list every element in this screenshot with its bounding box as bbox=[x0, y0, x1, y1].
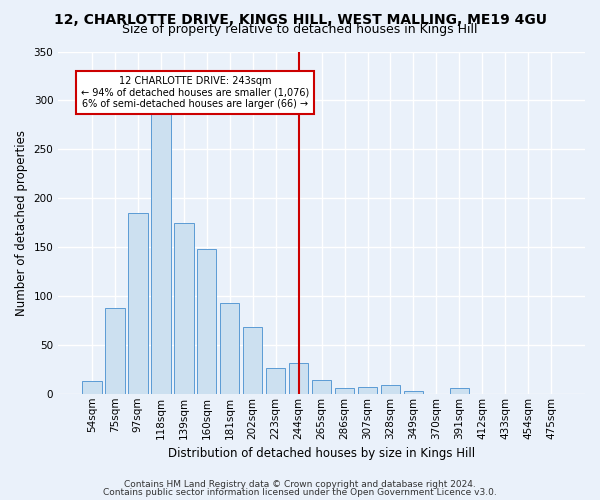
Bar bbox=[289, 364, 308, 394]
Text: 12, CHARLOTTE DRIVE, KINGS HILL, WEST MALLING, ME19 4GU: 12, CHARLOTTE DRIVE, KINGS HILL, WEST MA… bbox=[53, 12, 547, 26]
Bar bbox=[243, 328, 262, 394]
Bar bbox=[105, 308, 125, 394]
Bar bbox=[449, 388, 469, 394]
Text: Size of property relative to detached houses in Kings Hill: Size of property relative to detached ho… bbox=[122, 22, 478, 36]
Bar bbox=[404, 391, 423, 394]
Bar bbox=[266, 368, 286, 394]
Bar bbox=[174, 222, 194, 394]
Bar bbox=[151, 112, 170, 394]
Bar bbox=[82, 381, 101, 394]
Bar bbox=[128, 213, 148, 394]
Y-axis label: Number of detached properties: Number of detached properties bbox=[15, 130, 28, 316]
Bar bbox=[197, 249, 217, 394]
Bar bbox=[381, 385, 400, 394]
Text: Contains public sector information licensed under the Open Government Licence v3: Contains public sector information licen… bbox=[103, 488, 497, 497]
Bar bbox=[335, 388, 355, 394]
Bar bbox=[358, 387, 377, 394]
Bar bbox=[220, 303, 239, 394]
Text: 12 CHARLOTTE DRIVE: 243sqm
← 94% of detached houses are smaller (1,076)
6% of se: 12 CHARLOTTE DRIVE: 243sqm ← 94% of deta… bbox=[81, 76, 310, 109]
X-axis label: Distribution of detached houses by size in Kings Hill: Distribution of detached houses by size … bbox=[168, 447, 475, 460]
Bar bbox=[312, 380, 331, 394]
Text: Contains HM Land Registry data © Crown copyright and database right 2024.: Contains HM Land Registry data © Crown c… bbox=[124, 480, 476, 489]
